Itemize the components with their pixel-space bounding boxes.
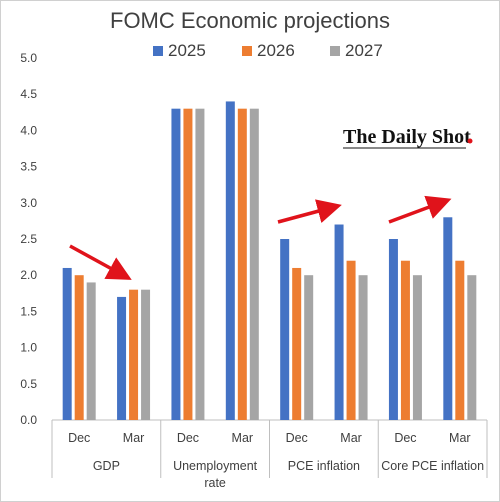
- category-label: Dec: [286, 431, 308, 445]
- group-label: Unemployment: [173, 459, 258, 473]
- y-tick-label: 5.0: [20, 51, 37, 65]
- group-label: Core PCE inflation: [381, 459, 484, 473]
- bar-2025: [334, 224, 344, 420]
- watermark-logo: The Daily Shot: [343, 126, 473, 149]
- category-label: Mar: [123, 431, 145, 445]
- y-tick-label: 3.0: [20, 196, 37, 210]
- group-label: PCE inflation: [288, 459, 360, 473]
- y-tick-label: 2.0: [20, 268, 37, 282]
- bar-2025: [117, 296, 127, 420]
- bars: [62, 101, 477, 421]
- bar-2026: [129, 289, 139, 420]
- bar-2025: [443, 217, 453, 420]
- bar-2027: [467, 275, 477, 420]
- category-label: Mar: [449, 431, 471, 445]
- y-tick-label: 2.5: [20, 232, 37, 246]
- legend: 2025 2026 2027: [153, 41, 383, 60]
- y-tick-label: 0.5: [20, 377, 37, 391]
- bar-2025: [388, 239, 398, 420]
- legend-label-2026: 2026: [257, 41, 295, 60]
- watermark-dot: [467, 138, 473, 144]
- bar-2027: [304, 275, 314, 420]
- bar-2026: [237, 108, 247, 421]
- group-label: GDP: [93, 459, 120, 473]
- bar-2025: [62, 267, 72, 420]
- y-tick-label: 0.0: [20, 413, 37, 427]
- y-tick-label: 4.5: [20, 87, 37, 101]
- bar-2027: [141, 289, 151, 420]
- chart-title: FOMC Economic projections: [110, 8, 390, 33]
- bar-2026: [346, 260, 356, 420]
- bar-2026: [292, 267, 302, 420]
- annotation-arrows: [69, 195, 452, 280]
- legend-swatch-2027: [330, 46, 340, 56]
- category-label: Mar: [340, 431, 362, 445]
- bar-2026: [183, 108, 193, 421]
- bar-2027: [249, 108, 259, 421]
- arrow-down: [69, 244, 132, 280]
- legend-label-2025: 2025: [168, 41, 206, 60]
- legend-swatch-2026: [242, 46, 252, 56]
- category-label: Dec: [394, 431, 416, 445]
- group-label: rate: [204, 476, 226, 490]
- legend-label-2027: 2027: [345, 41, 383, 60]
- bar-2025: [225, 101, 235, 420]
- category-label: Dec: [177, 431, 199, 445]
- bar-2026: [400, 260, 410, 420]
- bar-2025: [280, 239, 290, 420]
- y-tick-label: 4.0: [20, 123, 37, 137]
- bar-2027: [195, 108, 205, 421]
- watermark-text: The Daily Shot: [343, 126, 471, 148]
- y-tick-label: 3.5: [20, 160, 37, 174]
- bar-2026: [455, 260, 465, 420]
- y-tick-label: 1.5: [20, 304, 37, 318]
- bar-2025: [171, 108, 181, 421]
- bar-2026: [74, 275, 84, 420]
- arrow-up: [277, 199, 342, 224]
- bar-2027: [412, 275, 422, 420]
- category-label: Mar: [232, 431, 254, 445]
- legend-swatch-2025: [153, 46, 163, 56]
- bar-2027: [86, 282, 96, 420]
- bar-2027: [358, 275, 368, 420]
- y-tick-label: 1.0: [20, 341, 37, 355]
- arrow-up: [388, 195, 452, 224]
- category-label: Dec: [68, 431, 90, 445]
- y-axis: 0.0 0.5 1.0 1.5 2.0 2.5 3.0 3.5 4.0 4.5 5.0: [20, 51, 37, 427]
